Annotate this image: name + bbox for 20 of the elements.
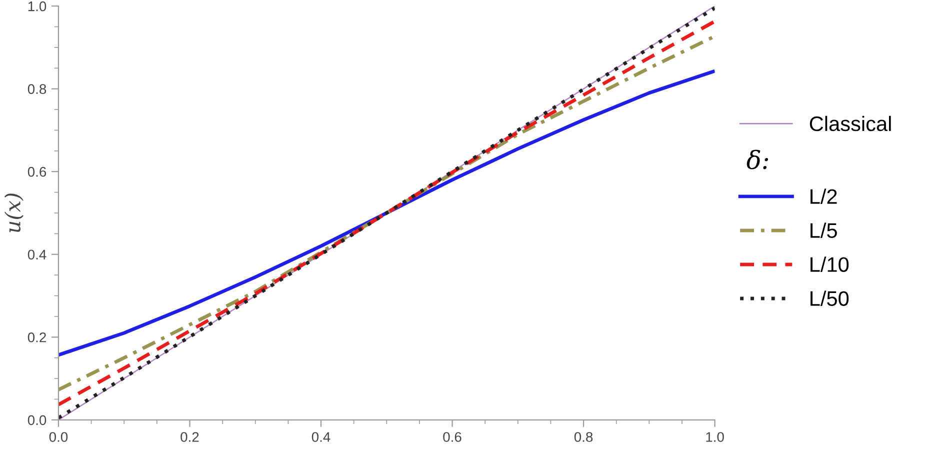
x-tick-label: 0.2 (180, 432, 199, 442)
legend-label: L/2 (810, 188, 837, 204)
y-tick-label: 0.2 (28, 332, 46, 342)
x-tick-label: 1.0 (706, 432, 724, 442)
legend-label: L/5 (810, 222, 837, 238)
x-tick-label: 0.8 (574, 432, 593, 442)
y-tick-label: 0.0 (28, 415, 46, 426)
legend-label: L/50 (810, 290, 849, 306)
legend-label: Classical (810, 116, 891, 132)
x-tick-label: 0.0 (49, 432, 68, 442)
x-tick-label: 0.6 (443, 432, 462, 442)
line-series (58, 69, 715, 357)
legend-label: L/10 (810, 256, 849, 272)
y-axis-title: u(x) (4, 194, 24, 232)
x-tick-label: 0.4 (312, 432, 330, 442)
legend-title: δ: (746, 150, 768, 170)
y-tick-label: 0.8 (28, 84, 46, 94)
y-tick-label: 0.6 (28, 166, 46, 177)
y-tick-label: 0.4 (28, 250, 46, 260)
y-tick-label: 1.0 (28, 1, 46, 12)
